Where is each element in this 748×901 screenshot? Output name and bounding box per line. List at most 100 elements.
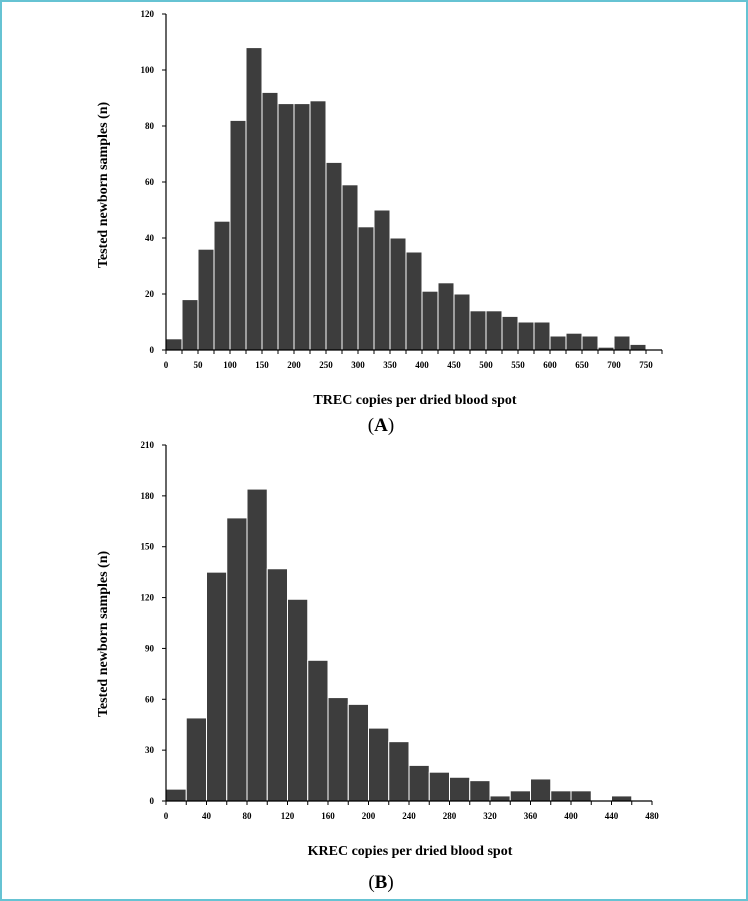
panel-b-bar-9 — [347, 703, 369, 802]
panel-b-x-tick-label: 160 — [321, 811, 335, 821]
panel-b-bar-6 — [287, 598, 309, 802]
panel-a-x-tick-label: 50 — [194, 360, 204, 370]
panel-b-bar-18 — [530, 778, 552, 802]
panel-a-x-tick-label: 450 — [447, 360, 461, 370]
panel-b-x-tick-label: 360 — [524, 811, 538, 821]
panel-a-bar-9 — [309, 100, 327, 351]
panel-a-trec-histogram: Tested newborn samples (n) TREC copies p… — [96, 9, 663, 436]
panel-b-x-tick-label: 0 — [164, 811, 169, 821]
panel-b-x-tick-label: 240 — [402, 811, 416, 821]
panel-a-bar-4 — [229, 119, 247, 351]
panel-a-x-tick-label: 500 — [479, 360, 493, 370]
panel-a-x-tick-label: 150 — [255, 360, 269, 370]
panel-a-y-tick-label: 60 — [145, 177, 155, 187]
panel-a-bar-7 — [277, 103, 295, 351]
panel-b-bar-22 — [611, 795, 633, 802]
panel-b-y-axis-title: Tested newborn samples (n) — [96, 551, 111, 718]
panel-a-x-tick-label: 100 — [223, 360, 237, 370]
panel-b-bar-13 — [428, 771, 450, 802]
panel-a-bar-13 — [373, 209, 391, 351]
panel-b-x-tick-label: 200 — [362, 811, 376, 821]
panel-a-bar-28 — [613, 335, 631, 351]
panel-a-bar-14 — [389, 237, 407, 351]
panel-a-bar-3 — [213, 220, 231, 351]
panel-a-bar-18 — [453, 293, 471, 351]
panel-a-bar-25 — [565, 332, 583, 351]
panel-b-x-tick-label: 440 — [605, 811, 619, 821]
panel-a-bar-6 — [261, 91, 279, 351]
panel-a-x-tick-label: 350 — [383, 360, 397, 370]
panel-a-bar-23 — [533, 321, 551, 351]
panel-a-bar-11 — [341, 184, 359, 351]
panel-b-x-tick-label: 120 — [281, 811, 295, 821]
panel-a-bar-16 — [421, 290, 439, 351]
panel-b-y-tick-label: 60 — [145, 694, 155, 704]
panel-a-y-tick-label: 100 — [141, 65, 155, 75]
panel-a-bar-21 — [501, 315, 519, 351]
panel-b-y-tick-label: 210 — [141, 440, 155, 450]
panel-b-bar-7 — [307, 659, 329, 802]
panel-a-bar-24 — [549, 335, 567, 351]
panel-b-y-tick-label: 150 — [141, 542, 155, 552]
panel-a-x-tick-label: 700 — [607, 360, 621, 370]
panel-a-bar-19 — [469, 310, 487, 351]
panel-b-y-tick-label: 0 — [150, 796, 155, 806]
panel-a-x-tick-label: 400 — [415, 360, 429, 370]
panel-a-x-tick-label: 550 — [511, 360, 525, 370]
panel-a-y-tick-label: 20 — [145, 289, 155, 299]
panel-a-x-tick-label: 200 — [287, 360, 301, 370]
panel-a-bar-8 — [293, 103, 311, 351]
panel-b-x-tick-label: 480 — [645, 811, 659, 821]
panel-a-x-tick-label: 650 — [575, 360, 589, 370]
panel-b-bar-5 — [266, 568, 288, 802]
panel-a-bar-10 — [325, 161, 343, 351]
panel-a-y-axis-title: Tested newborn samples (n) — [96, 102, 111, 269]
panel-a-y-tick-label: 40 — [145, 233, 155, 243]
panel-b-x-axis-title: KREC copies per dried blood spot — [308, 844, 513, 859]
panel-a-bar-0 — [165, 338, 183, 351]
panel-a-bar-12 — [357, 226, 375, 351]
panel-a-y-tick-label: 0 — [150, 345, 155, 355]
panel-b-bar-1 — [185, 717, 207, 802]
panel-b-bar-8 — [327, 697, 349, 802]
panel-a-y-tick-label: 80 — [145, 121, 155, 131]
panel-b-bar-19 — [550, 790, 572, 802]
panel-b-bar-20 — [570, 790, 592, 802]
panel-a-bar-5 — [245, 47, 263, 351]
panel-a-x-tick-label: 0 — [164, 360, 169, 370]
panel-a-x-tick-label: 750 — [639, 360, 653, 370]
panel-a-bar-26 — [581, 335, 599, 351]
panel-a-bar-17 — [437, 282, 455, 351]
panel-b-bar-11 — [388, 741, 410, 802]
panel-b-bar-0 — [165, 788, 187, 802]
panel-b-y-tick-label: 30 — [145, 745, 155, 755]
panel-a-y-tick-label: 120 — [141, 9, 155, 19]
panel-b-bar-10 — [368, 727, 390, 802]
panel-a-label: (A) — [368, 415, 394, 436]
panel-b-x-tick-label: 280 — [443, 811, 457, 821]
panel-a-x-tick-label: 600 — [543, 360, 557, 370]
panel-b-x-tick-label: 40 — [202, 811, 212, 821]
panel-a-bar-15 — [405, 251, 423, 351]
panel-b-bar-16 — [489, 795, 511, 802]
panel-b-y-tick-label: 180 — [141, 491, 155, 501]
panel-b-krec-histogram: Tested newborn samples (n) KREC copies p… — [96, 440, 659, 893]
panel-b-bar-4 — [246, 488, 268, 802]
panel-b-x-tick-label: 320 — [483, 811, 497, 821]
panel-a-x-axis-title: TREC copies per dried blood spot — [313, 393, 516, 408]
panel-b-bar-3 — [226, 517, 248, 802]
panel-b-bar-15 — [469, 780, 491, 802]
panel-b-x-tick-label: 400 — [564, 811, 578, 821]
panel-b-x-tick-label: 80 — [243, 811, 253, 821]
panel-a-bar-2 — [197, 248, 215, 351]
panel-b-bar-12 — [408, 764, 430, 802]
panel-b-bar-2 — [206, 571, 228, 802]
panel-a-bar-20 — [485, 310, 503, 351]
panel-a-x-tick-label: 250 — [319, 360, 333, 370]
panel-a-bar-29 — [629, 343, 647, 351]
panel-b-bar-17 — [509, 790, 531, 802]
panel-a-bar-1 — [181, 299, 199, 351]
panel-b-label: (B) — [368, 872, 393, 893]
panel-b-y-tick-label: 120 — [141, 593, 155, 603]
